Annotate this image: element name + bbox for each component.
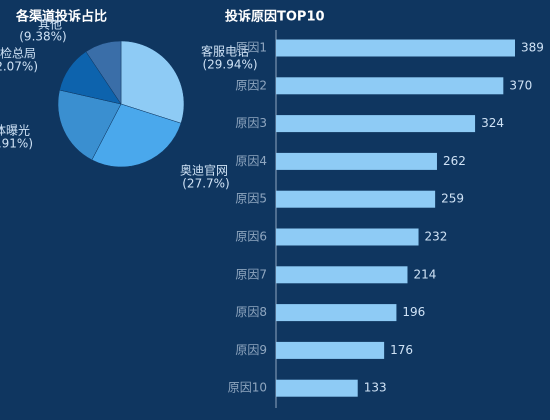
value-label: 176 [390,343,413,357]
bar [276,266,408,284]
value-label: 232 [425,230,448,244]
value-label: 389 [521,41,544,55]
pie-title: 各渠道投诉占比 [15,9,107,25]
value-label: 262 [443,154,466,168]
value-label: 324 [481,116,504,130]
y-tick-label: 原因9 [235,343,267,357]
y-tick-label: 原因3 [235,116,267,130]
bar [276,341,385,359]
pie-slice [85,40,122,105]
y-tick-label: 原因8 [235,305,267,319]
slice-value-label: (9.38%) [19,30,66,44]
slice-value-label: (27.7%) [182,177,229,191]
bar [276,77,504,95]
bar [276,379,358,397]
bar [276,228,419,246]
bar [276,115,476,133]
value-label: 214 [413,267,436,281]
y-tick-label: 原因5 [235,192,267,206]
slice-label: 媒体曝光 [0,124,30,138]
y-tick-label: 原因6 [235,230,267,244]
y-tick-label: 原因1 [235,41,267,55]
slice-value-label: (29.94%) [202,58,257,72]
slice-value-label: (12.07%) [0,60,38,74]
pie-slice [120,40,185,124]
y-tick-label: 原因7 [235,267,267,281]
y-tick-label: 原因10 [228,381,267,395]
value-label: 259 [441,192,464,206]
value-label: 133 [364,381,387,395]
slice-label: 质检总局 [0,46,36,61]
slice-value-label: (20.91%) [0,137,33,151]
slice-label: 奥迪官网 [180,163,228,178]
bar [276,190,436,208]
pie-slice [91,103,182,168]
bar-title: 投诉原因TOP10 [225,9,325,25]
y-tick-label: 原因4 [235,154,267,168]
y-tick-label: 原因2 [235,78,267,92]
bar [276,39,515,57]
bar [276,304,397,322]
slice-label: 其他 [38,18,62,32]
bar [276,152,437,170]
slice-label: 客服电话 [201,44,249,59]
pie-slice [57,89,122,161]
value-label: 196 [402,305,425,319]
value-label: 370 [509,78,532,92]
